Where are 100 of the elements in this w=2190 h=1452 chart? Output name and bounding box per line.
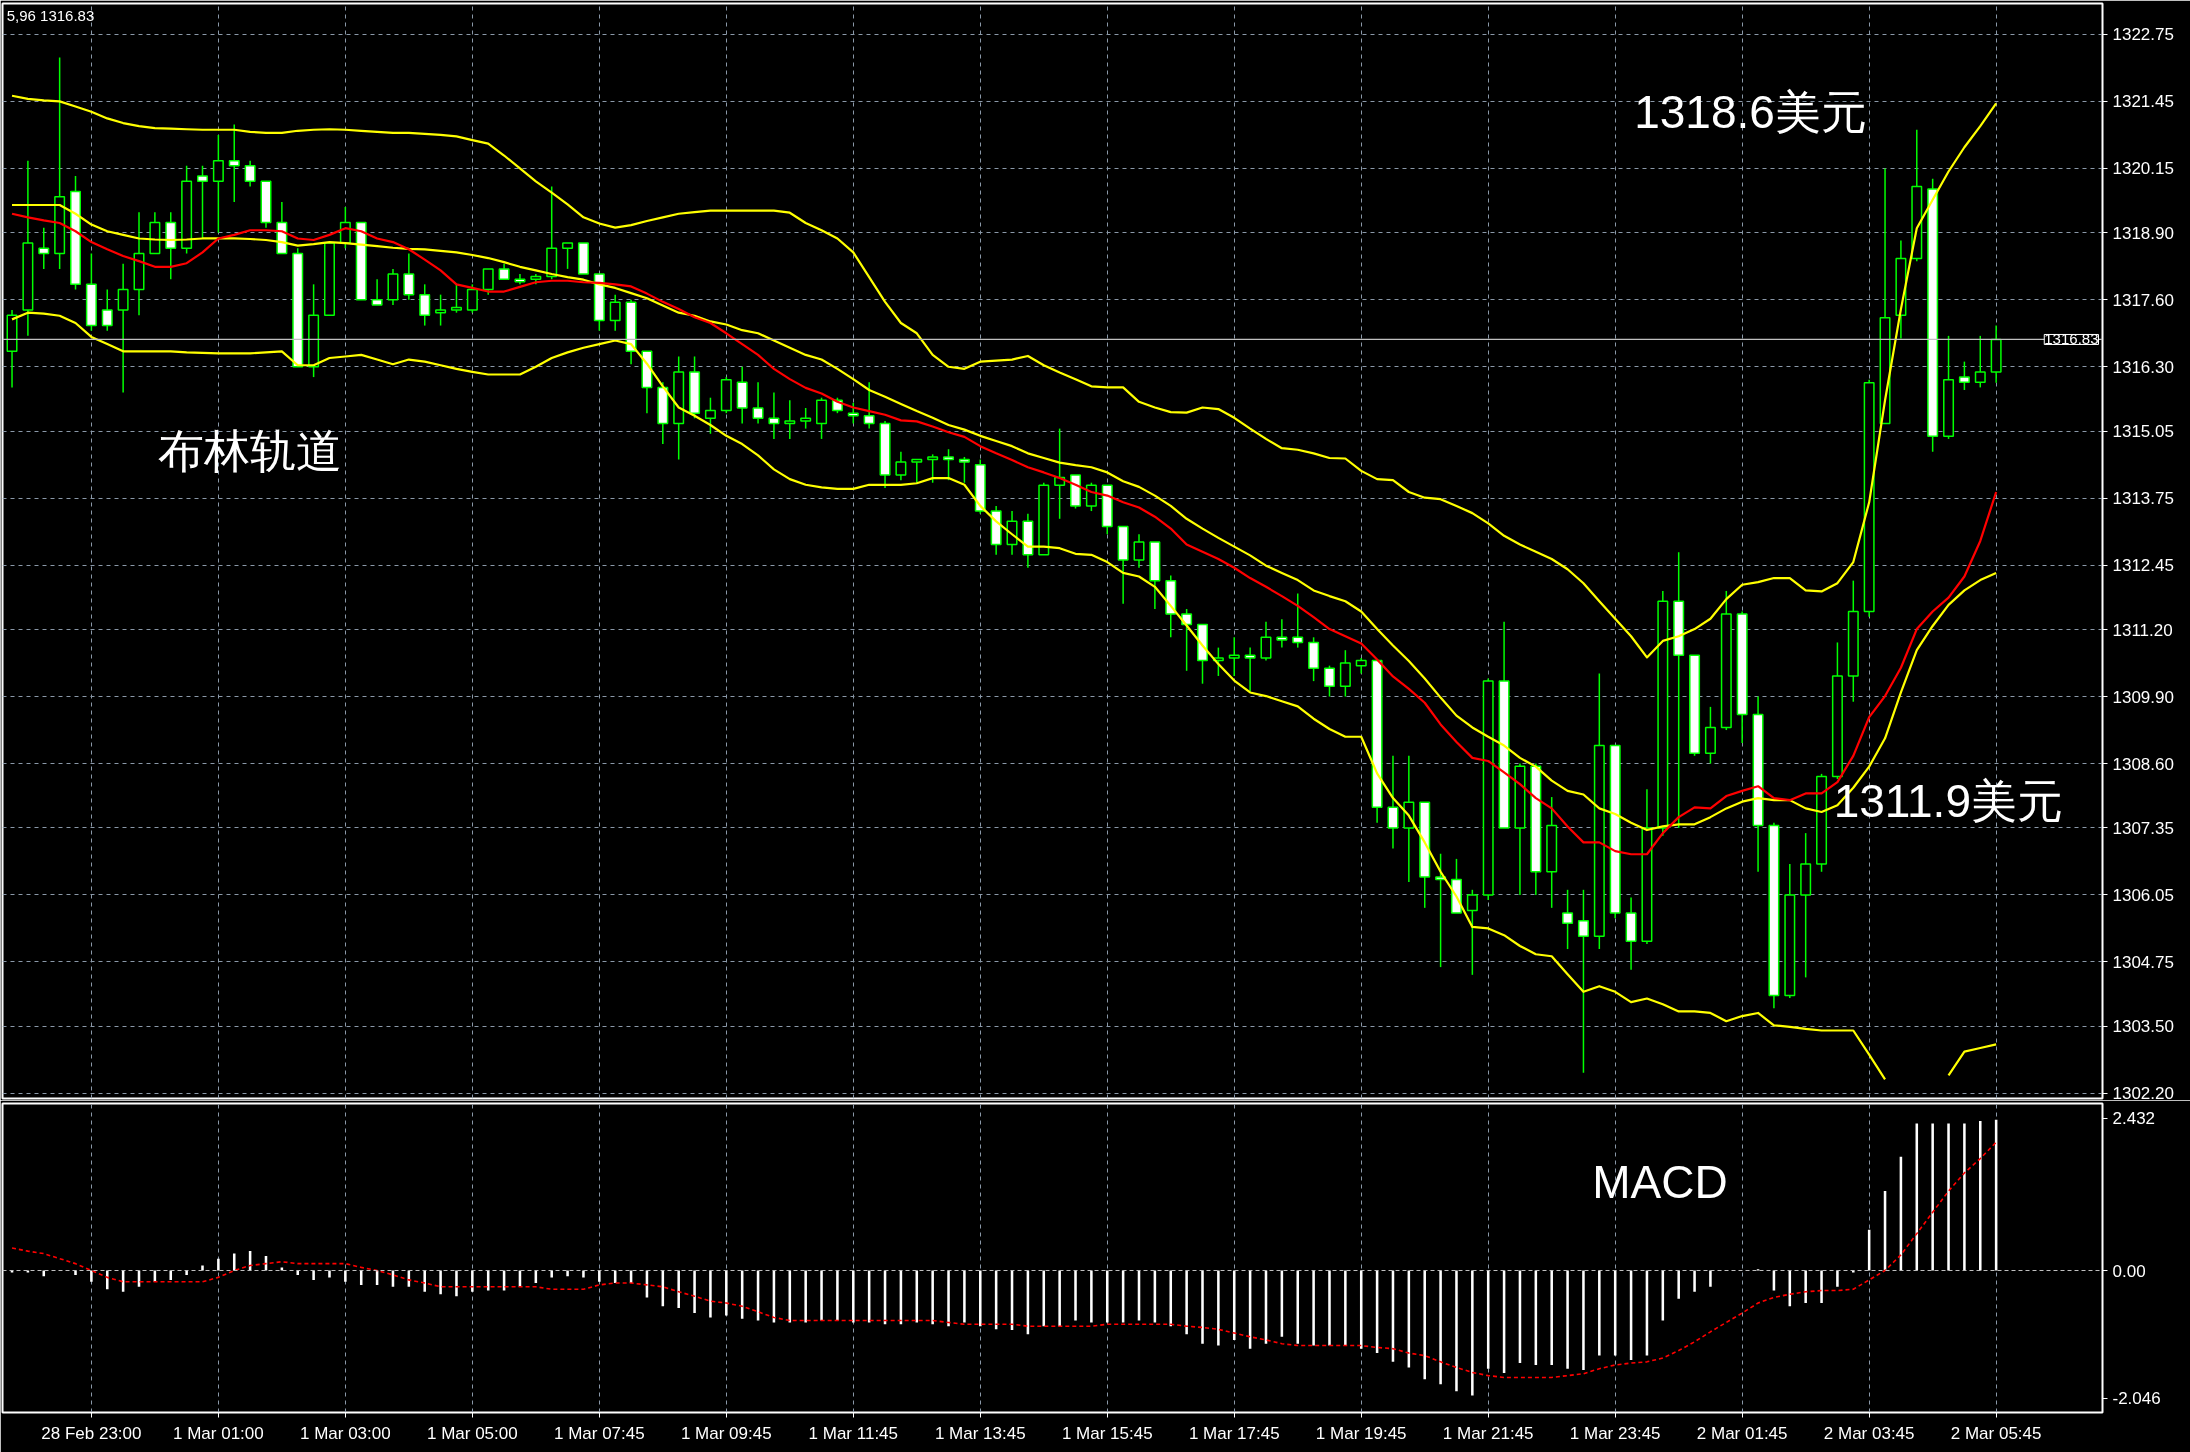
y-tick-label: 1313.75 (2112, 489, 2174, 509)
candlestick (1339, 649, 1351, 698)
bar (1074, 1270, 1077, 1321)
candlestick (466, 283, 478, 314)
y-tick-label: 1320.15 (2112, 159, 2174, 179)
candlestick (1133, 533, 1145, 569)
bar (1328, 1270, 1331, 1346)
x-tick-label: 2 Mar 01:45 (1696, 1423, 1788, 1443)
bar (1232, 1270, 1236, 1340)
candlestick (1244, 646, 1256, 693)
candlestick (1260, 621, 1272, 662)
bar (169, 1270, 173, 1280)
bar (1836, 1270, 1839, 1287)
bar (344, 1270, 347, 1282)
bar (1709, 1270, 1712, 1287)
candlestick (784, 399, 796, 440)
bar (1058, 1270, 1061, 1327)
bar (1550, 1270, 1553, 1365)
y-tick-label: 1312.45 (2112, 556, 2174, 576)
y-tick-label: 1315.05 (2112, 422, 2174, 442)
bar (1566, 1270, 1569, 1369)
bar (725, 1270, 728, 1316)
y-tick-label: 1311.20 (2112, 620, 2173, 640)
bar (947, 1270, 950, 1327)
candlestick (816, 396, 828, 440)
line-series (11, 1141, 1997, 1379)
candlestick (101, 288, 113, 332)
bar (852, 1270, 855, 1323)
x-tick-label: 1 Mar 23:45 (1569, 1423, 1661, 1443)
candlestick (435, 293, 447, 327)
bar (1359, 1270, 1363, 1349)
y-tick-label: 1308.60 (2112, 754, 2174, 774)
candlestick (768, 391, 780, 440)
x-tick-label: 1 Mar 05:00 (426, 1423, 518, 1443)
x-tick-label: 1 Mar 21:45 (1442, 1423, 1534, 1443)
y-tick-label: 1316.30 (2112, 357, 2174, 377)
candlestick (752, 381, 764, 425)
annotation: MACD (1592, 1156, 1728, 1209)
bar (328, 1270, 331, 1278)
candlestick (911, 458, 923, 484)
bar (677, 1270, 680, 1309)
bar (1105, 1270, 1109, 1323)
bar (217, 1258, 220, 1271)
candlestick (1323, 664, 1335, 698)
bar (1090, 1270, 1093, 1323)
candlestick (895, 451, 907, 481)
candlestick (1562, 889, 1574, 950)
candlestick (1577, 889, 1589, 1074)
x-tick-label: 1 Mar 01:00 (173, 1423, 264, 1443)
bar (598, 1270, 601, 1282)
y-tick-label: 1321.45 (2112, 92, 2174, 112)
bar (820, 1270, 823, 1321)
candlestick (847, 402, 859, 425)
candlestick (927, 453, 939, 484)
bar (804, 1270, 807, 1323)
bar (1344, 1270, 1347, 1346)
ref-line-label: 1316.83 (2044, 330, 2099, 348)
candlestick (1387, 755, 1399, 850)
candlestick (403, 252, 415, 301)
x-tick-label: 1 Mar 15:45 (1061, 1423, 1153, 1443)
x-tick-label: 2 Mar 05:45 (1950, 1423, 2042, 1443)
x-tick-label: 1 Mar 11:45 (808, 1423, 899, 1443)
bar (1804, 1270, 1807, 1304)
bar (1455, 1270, 1458, 1392)
bar (280, 1267, 284, 1271)
bar (1312, 1270, 1315, 1346)
x-tick-label: 1 Mar 09:45 (680, 1423, 772, 1443)
y-tick-label: 1309.90 (2112, 687, 2174, 707)
candlestick (562, 242, 574, 270)
bar (963, 1270, 966, 1323)
bar (1471, 1270, 1474, 1396)
bar (359, 1270, 363, 1285)
candlestick (482, 268, 494, 296)
candlestick (117, 262, 129, 394)
y-tick-label: 1317.60 (2112, 290, 2174, 310)
candlestick (1292, 592, 1304, 649)
bar (439, 1270, 442, 1295)
bar (1185, 1270, 1188, 1335)
x-tick-label: 1 Mar 19:45 (1315, 1423, 1407, 1443)
bar (1820, 1270, 1823, 1304)
bar (931, 1270, 934, 1325)
x-tick-label: 1 Mar 07:45 (553, 1423, 645, 1443)
y-tick-label: 1304.75 (2112, 952, 2174, 972)
bar (1677, 1270, 1680, 1299)
bar (312, 1270, 315, 1280)
bar (1582, 1270, 1585, 1370)
candlestick (958, 456, 970, 484)
x-tick-label: 28 Feb 23:00 (41, 1423, 142, 1443)
bar (1979, 1121, 1982, 1271)
annotation: 1318.6美元 (1634, 85, 1867, 138)
candlestick (371, 278, 383, 306)
y-tick-label: 1303.50 (2112, 1017, 2174, 1037)
candlestick (196, 165, 209, 239)
y-tick-label: 1302.20 (2112, 1084, 2174, 1104)
x-tick-label: 1 Mar 03:00 (300, 1423, 391, 1443)
candlestick (450, 283, 462, 314)
x-tick-label: 2 Mar 03:45 (1823, 1423, 1915, 1443)
bar (455, 1270, 458, 1297)
bar (1423, 1270, 1426, 1380)
x-tick-label: 1 Mar 13:45 (934, 1423, 1026, 1443)
